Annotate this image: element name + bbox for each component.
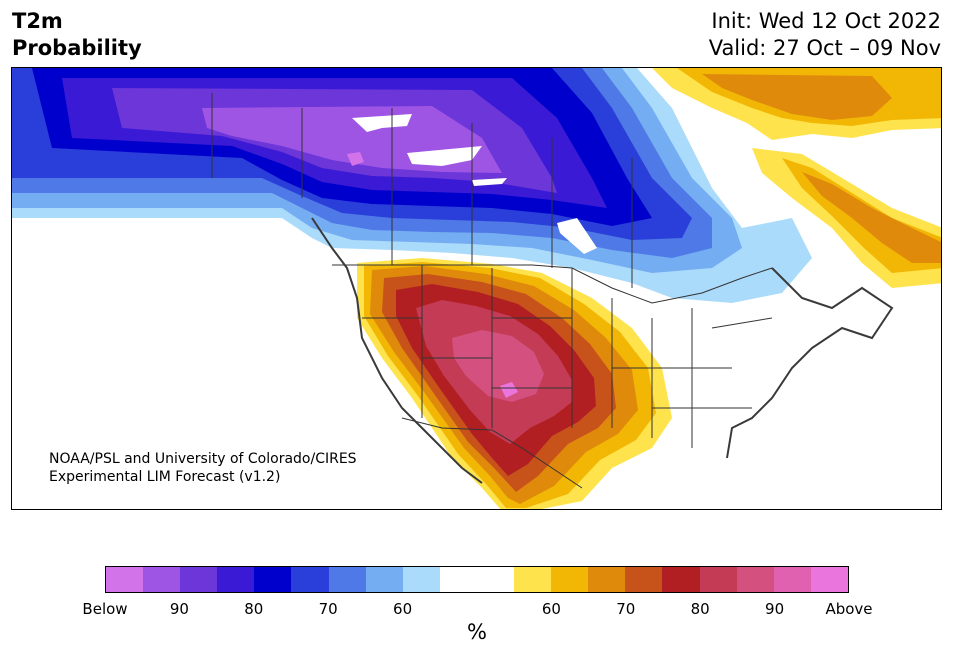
title-line-variable: T2m: [12, 9, 63, 33]
colorbar-tick-label: 90: [169, 600, 189, 618]
colorbar-segment: [773, 567, 811, 592]
colorbar-segment: [662, 567, 700, 592]
colorbar-segment: [143, 567, 181, 592]
title-line-probability: Probability: [12, 36, 142, 60]
colorbar-segment: [625, 567, 663, 592]
lake-4: [557, 218, 597, 254]
colorbar-tick-label: 70: [318, 600, 338, 618]
below-band-9: [347, 152, 364, 166]
colorbar-segment: [402, 567, 440, 592]
above-normal-northeast: [652, 68, 941, 288]
forecast-dates: Init: Wed 12 Oct 2022 Valid: 27 Oct – 09…: [709, 8, 941, 62]
colorbar-tick-label: Above: [825, 600, 873, 618]
colorbar-tick-label: 80: [244, 600, 264, 618]
credit-text: NOAA/PSL and University of Colorado/CIRE…: [49, 450, 357, 486]
east-coastline: [726, 267, 894, 459]
colorbar-tick-label: 90: [765, 600, 785, 618]
political-boundaries: [211, 93, 894, 489]
above-band-7: [452, 330, 544, 402]
map-canvas: [12, 68, 941, 509]
colorbar-segment: [217, 567, 255, 592]
colorbar-tick-label: 80: [690, 600, 710, 618]
colorbar-tick-label: 60: [393, 600, 413, 618]
ne-band-3: [702, 74, 892, 120]
above-band-8: [500, 382, 518, 398]
colorbar-segment: [291, 567, 329, 592]
colorbar-segment: [699, 567, 737, 592]
ne-band-6: [802, 172, 941, 263]
colorbar-segment: [365, 567, 403, 592]
colorbar-segment: [476, 567, 515, 592]
colorbar-segment: [514, 567, 552, 592]
lake-2: [407, 146, 482, 166]
us-state-lines-west: [362, 265, 573, 428]
credit-line-1: NOAA/PSL and University of Colorado/CIRE…: [49, 451, 357, 467]
colorbar: [105, 566, 849, 593]
colorbar-segment: [588, 567, 626, 592]
west-coastline: [311, 217, 483, 484]
mexico-border: [401, 417, 583, 489]
colorbar-segment: [328, 567, 366, 592]
colorbar-tick-label: 70: [616, 600, 636, 618]
colorbar-segment: [551, 567, 589, 592]
map-title: T2m Probability: [12, 8, 142, 62]
init-date: Init: Wed 12 Oct 2022: [711, 9, 941, 33]
colorbar-segment: [254, 567, 292, 592]
lake-1: [352, 114, 412, 132]
above-normal-region: [357, 258, 672, 509]
colorbar-segment: [736, 567, 774, 592]
valid-range: Valid: 27 Oct – 09 Nov: [708, 36, 941, 60]
below-normal-region: [12, 68, 812, 303]
colorbar-segment: [180, 567, 218, 592]
lake-3: [472, 178, 507, 186]
canada-province-lines: [211, 93, 633, 288]
forecast-map: [11, 67, 942, 510]
colorbar-segment: [106, 567, 144, 592]
credit-line-2: Experimental LIM Forecast (v1.2): [49, 469, 281, 485]
colorbar-tick-label: 60: [541, 600, 561, 618]
colorbar-tick-label: Below: [82, 600, 128, 618]
us-state-lines-east: [611, 298, 773, 448]
colorbar-segment: [439, 567, 477, 592]
colorbar-unit: %: [467, 620, 487, 644]
colorbar-segment: [810, 567, 848, 592]
